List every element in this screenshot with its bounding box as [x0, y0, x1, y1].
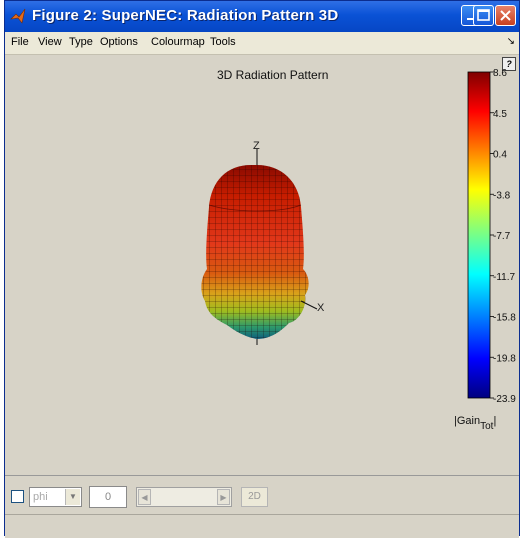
menu-dock-arrow-icon[interactable]: ↘: [506, 36, 515, 47]
angle-select[interactable]: phi ▼: [29, 487, 82, 507]
slider-left-arrow-icon[interactable]: ◀: [138, 489, 151, 505]
angle-slider[interactable]: ◀ ▶: [136, 487, 232, 507]
chevron-down-icon[interactable]: ▼: [65, 489, 80, 505]
minimize-icon: [467, 18, 474, 20]
menu-tools[interactable]: Tools: [210, 36, 236, 48]
colorbar-tick-label: -19.8: [493, 353, 516, 364]
maximize-button[interactable]: [473, 5, 494, 26]
x-axis-label: X: [317, 302, 325, 314]
colorbar-ticks: 8.6 4.5 0.4 -3.8 -7.7 -11.7 -15.8 -19.8 -23.9: [490, 68, 516, 405]
z-axis-label: Z: [253, 140, 260, 152]
close-icon: [500, 10, 511, 21]
angle-select-value: phi: [33, 491, 48, 503]
colorbar-tick-label: 4.5: [493, 109, 507, 120]
radiation-pattern-surface: [201, 165, 309, 339]
menu-bar: File View Type Options Colourmap Tools ↘: [5, 32, 519, 55]
menu-type[interactable]: Type: [69, 36, 93, 48]
x-axis-line: [300, 300, 318, 310]
enable-checkbox[interactable]: [11, 490, 24, 503]
menu-colourmap[interactable]: Colourmap: [151, 36, 205, 48]
menu-file[interactable]: File: [11, 36, 29, 48]
menu-options[interactable]: Options: [100, 36, 138, 48]
colorbar-tick-label: -23.9: [493, 394, 516, 405]
colorbar-tick-label: 8.6: [493, 68, 507, 79]
colorbar-tick-label: -11.7: [493, 272, 515, 283]
colorbar-tick-label: 0.4: [493, 150, 507, 161]
matlab-icon: [10, 8, 26, 24]
angle-value-input[interactable]: 0: [89, 486, 127, 508]
bottom-control-panel: phi ▼ 0 ◀ ▶ 2D: [5, 475, 519, 538]
slider-right-arrow-icon[interactable]: ▶: [217, 489, 230, 505]
edit-plot-icon[interactable]: ?: [502, 57, 516, 71]
maximize-icon: [477, 9, 490, 21]
colorbar-label: |GainTot|: [454, 415, 496, 432]
figure-window: Figure 2: SuperNEC: Radiation Pattern 3D…: [4, 0, 520, 538]
colorbar-tick-label: -15.8: [493, 313, 516, 324]
close-button[interactable]: [495, 5, 516, 26]
window-title: Figure 2: SuperNEC: Radiation Pattern 3D: [32, 7, 339, 24]
colorbar-tick-label: -7.7: [493, 231, 511, 242]
colorbar-tick-label: -3.8: [493, 190, 511, 201]
title-bar[interactable]: Figure 2: SuperNEC: Radiation Pattern 3D: [5, 1, 519, 32]
plot-title: 3D Radiation Pattern: [217, 68, 329, 82]
figure-canvas: ? 3D Radiation Pattern: [5, 55, 519, 475]
2d-button[interactable]: 2D: [241, 487, 268, 507]
control-row: phi ▼ 0 ◀ ▶ 2D: [5, 486, 519, 512]
colorbar: [467, 71, 491, 399]
status-separator: [5, 514, 519, 515]
radiation-plot-svg: Z X 8.6 4.5 0.4 -3.8 -7.7 -11.7 -15.8 -19.8 -23.…: [201, 68, 516, 432]
menu-view[interactable]: View: [38, 36, 62, 48]
